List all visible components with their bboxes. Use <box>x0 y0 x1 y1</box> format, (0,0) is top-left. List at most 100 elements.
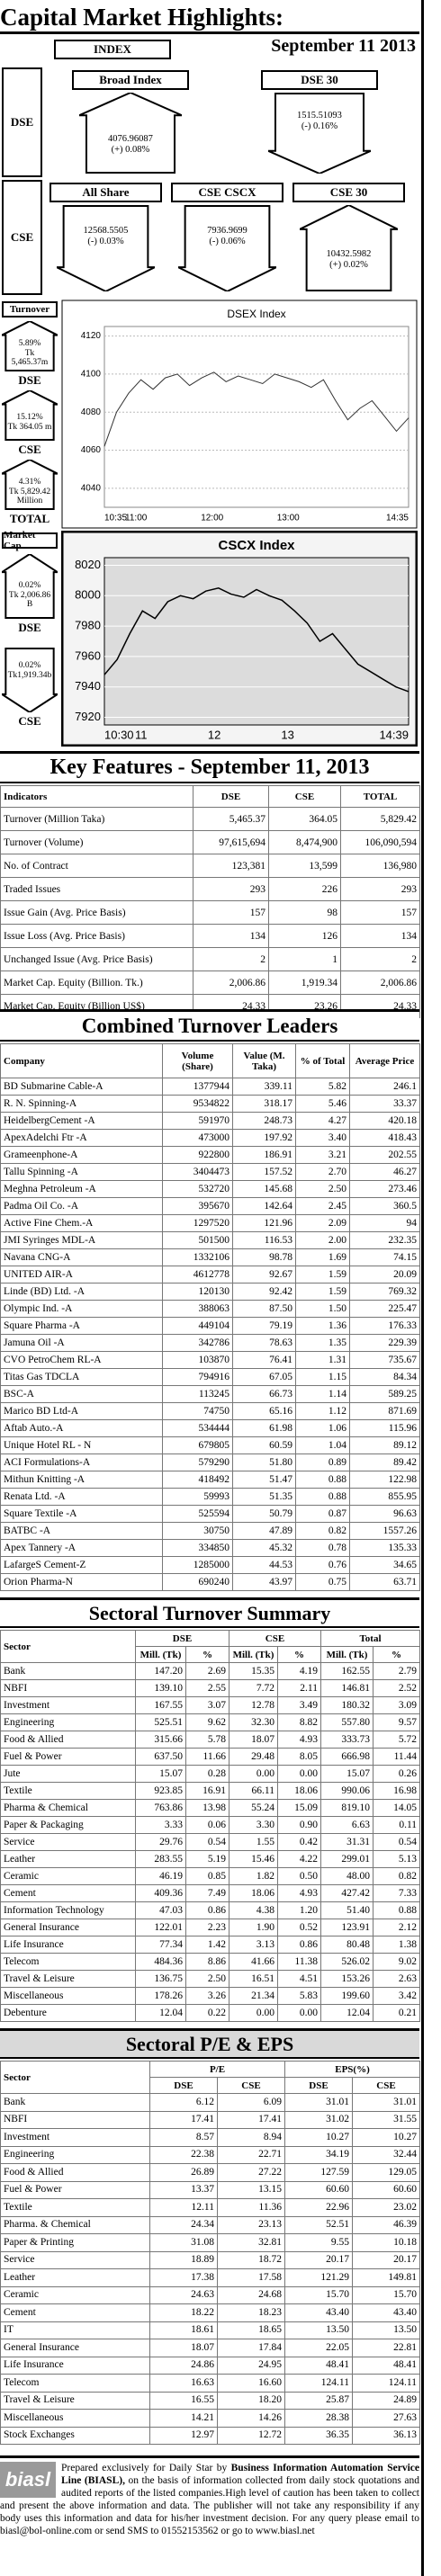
arrow-icon <box>2 648 58 712</box>
data-table: Sector DSE CSE Total Mill. (Tk)% Mill. (Tk)% M… <box>0 1630 421 2022</box>
cell-value: 4.38 <box>229 1901 278 1919</box>
cell-value: 2,006.86 <box>340 970 420 995</box>
sector: Bank <box>0 2093 150 2112</box>
table-row: Market Cap. Equity (Billion. Tk.) 2,006.8… <box>0 970 420 995</box>
cell-value: 59993 <box>162 1488 233 1506</box>
cell-value: 7.72 <box>229 1679 278 1697</box>
cell-value: 29.48 <box>229 1748 278 1766</box>
cell-value: 23.13 <box>217 2215 285 2234</box>
table-row: Paper & Printing 31.08 32.81 9.55 10.18 <box>0 2233 420 2252</box>
column-header: Mill. (Tk) <box>320 1646 374 1663</box>
cell-value: 2.23 <box>185 1919 230 1936</box>
cell-value: 178.26 <box>135 1987 186 2005</box>
exchange-label: DSE <box>18 621 41 634</box>
cell-value: 4.19 <box>277 1662 321 1680</box>
cell-value: 1.69 <box>295 1248 350 1266</box>
cell-value: 0.00 <box>277 2004 321 2022</box>
cell-value: 5,829.42 <box>340 807 420 831</box>
table-row: Active Fine Chem.-A 1297520 121.96 2.09 94 <box>0 1214 420 1232</box>
arrow-value: 4076.96087 <box>108 133 153 144</box>
table-row: General Insurance 18.07 17.84 22.05 22.81 <box>0 2339 420 2357</box>
table-row: Fuel & Power 13.37 13.15 60.60 60.60 <box>0 2180 420 2199</box>
cell-value: 273.46 <box>349 1180 420 1198</box>
cell-value: 52.51 <box>284 2215 353 2234</box>
sector: Fuel & Power <box>0 2180 150 2199</box>
column-header: % <box>372 1646 421 1663</box>
x-tick-label: 12 <box>208 728 220 741</box>
company: BATBC -A <box>0 1522 163 1540</box>
cell-value: 129.05 <box>352 2163 420 2182</box>
cell-value: 24.89 <box>352 2391 420 2410</box>
cell-value: 17.41 <box>217 2110 285 2129</box>
cell-value: 147.20 <box>135 1662 186 1680</box>
cell-value: 532720 <box>162 1180 233 1198</box>
arrow-value: Tk 2,006.86 B <box>8 590 51 610</box>
cell-value: 1.15 <box>295 1368 350 1386</box>
cell-value: 48.41 <box>352 2356 420 2375</box>
table-row: Food & Allied 26.89 27.22 127.59 129.05 <box>0 2163 420 2182</box>
cell-value: 0.86 <box>277 1936 321 1954</box>
table-row: General Insurance 122.01 2.23 1.90 0.52 123.9… <box>0 1919 421 1936</box>
arrow-icon <box>2 460 58 510</box>
column-header: CSE <box>229 1630 321 1647</box>
cell-value: 121.96 <box>232 1214 296 1232</box>
cell-value: 293 <box>340 877 420 901</box>
sector: Leather <box>0 2268 150 2287</box>
cell-value: 2 <box>193 947 269 971</box>
cell-value: 418.43 <box>349 1129 420 1147</box>
cell-value: 17.41 <box>149 2110 218 2129</box>
cell-value: 4.93 <box>277 1731 321 1749</box>
section-label: Turnover <box>2 301 58 318</box>
x-tick-label: 13:00 <box>277 514 300 523</box>
cell-value: 418492 <box>162 1471 233 1489</box>
exchange-label: CSE <box>18 714 41 728</box>
section-title: Combined Turnover Leaders <box>0 1009 419 1042</box>
cell-value: 60.60 <box>352 2180 420 2199</box>
x-tick-label: 12:00 <box>201 514 223 523</box>
column-header: % <box>185 1646 230 1663</box>
cell-value: 15.46 <box>229 1850 278 1868</box>
cell-value: 43.97 <box>232 1573 296 1591</box>
table-row: Fuel & Power 637.50 11.66 29.48 8.05 666.98 11… <box>0 1748 421 1766</box>
cell-value: 18.07 <box>149 2339 218 2357</box>
cell-value: 24.34 <box>149 2215 218 2234</box>
arrow-icon <box>2 390 58 441</box>
arrow-text: 15.12% Tk 364.05 m <box>6 405 52 441</box>
column-header: TOTAL <box>340 785 420 808</box>
table-row: HeidelbergCement -A 591970 248.73 4.27 420.1… <box>0 1112 420 1130</box>
cell-value: 46.39 <box>352 2215 420 2234</box>
cell-value: 97,615,694 <box>193 830 269 854</box>
table-row: Service 18.89 18.72 20.17 20.17 <box>0 2250 420 2269</box>
cell-value: 637.50 <box>135 1748 186 1766</box>
arrow-value: (-) 0.03% <box>87 236 124 246</box>
cell-value: 120130 <box>162 1283 233 1301</box>
cell-value: 18.89 <box>149 2250 218 2269</box>
cell-value: 31.02 <box>284 2110 353 2129</box>
cell-value: 80.48 <box>320 1936 374 1954</box>
cell-value: 18.06 <box>229 1884 278 1902</box>
cell-value: 113245 <box>162 1385 233 1403</box>
arrow-text: 7936.9699 (-) 0.06% <box>186 205 269 267</box>
table-row: Marico BD Ltd-A 74750 65.16 1.12 871.69 <box>0 1402 420 1420</box>
table-row: Mithun Knitting -A 418492 51.47 0.88 122.98 <box>0 1471 420 1489</box>
cell-value: 153.26 <box>320 1970 374 1988</box>
table-row: Square Textile -A 525594 50.79 0.87 96.63 <box>0 1505 420 1523</box>
sector: Paper & Printing <box>0 2233 150 2252</box>
table-row: Unique Hotel RL - N 679805 60.59 1.04 89.12 <box>0 1436 420 1454</box>
cell-value: 388063 <box>162 1300 233 1318</box>
cell-value: 98.78 <box>232 1248 296 1266</box>
cell-value: 9.62 <box>185 1713 230 1731</box>
cell-value: 23.02 <box>352 2198 420 2217</box>
sector: Travel & Leisure <box>0 1970 136 1988</box>
arrow-value: Tk 5,829.42 Million <box>8 487 51 506</box>
cell-value: 5.78 <box>185 1731 230 1749</box>
page-title: Capital Market Highlights: <box>0 4 419 34</box>
cell-value: 246.1 <box>349 1078 420 1096</box>
sector: Textile <box>0 2198 150 2217</box>
cell-value: 46.19 <box>135 1867 186 1885</box>
table-row: Engineering 22.38 22.71 34.19 32.44 <box>0 2145 420 2164</box>
arrow-text: 12568.5505 (-) 0.03% <box>65 205 148 267</box>
cell-value: 484.36 <box>135 1953 186 1971</box>
table-row: IT 18.61 18.65 13.50 13.50 <box>0 2321 420 2339</box>
cell-value: 145.68 <box>232 1180 296 1198</box>
